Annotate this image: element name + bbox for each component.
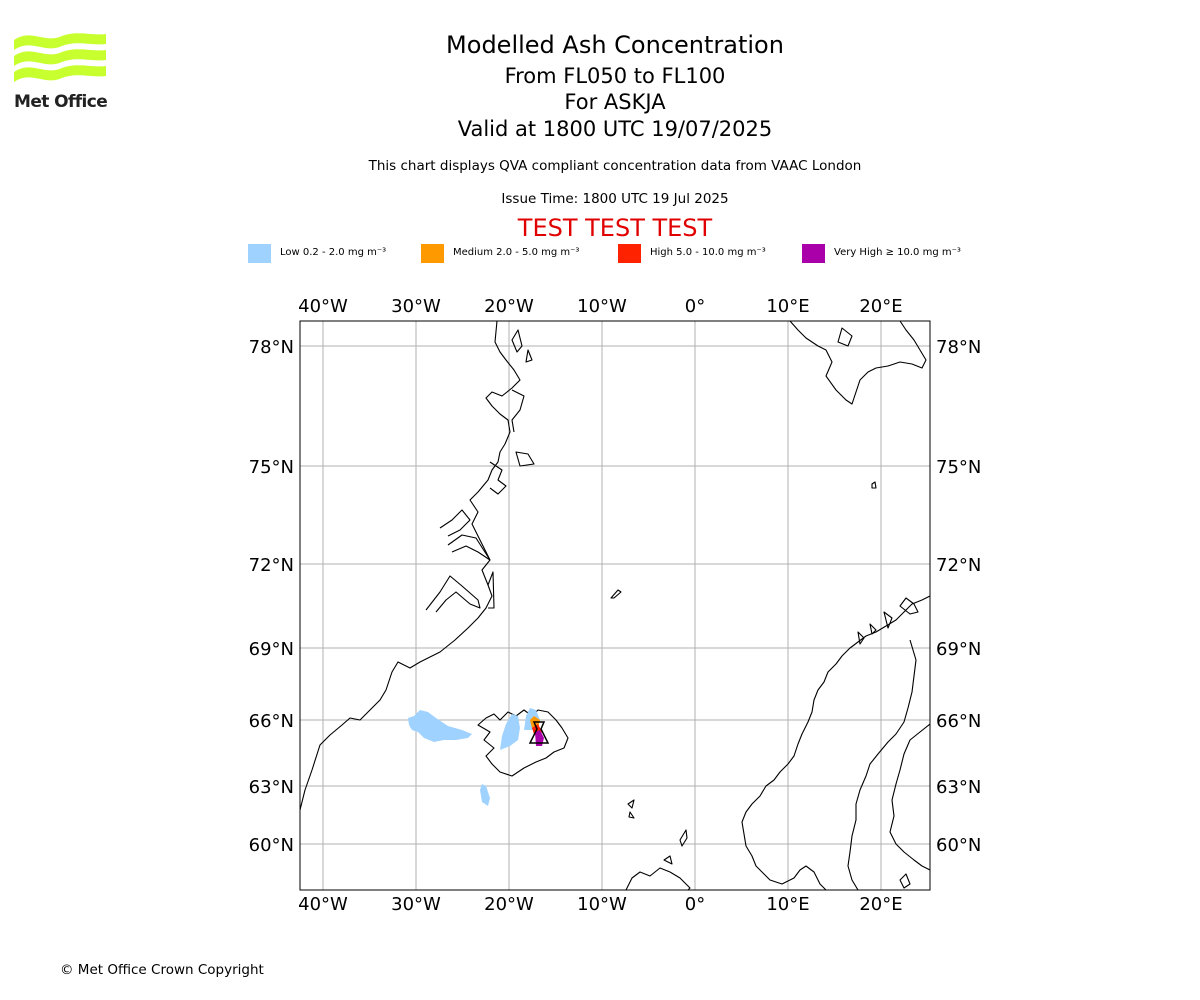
greenland-island-north-2 — [525, 349, 533, 363]
level-range: From FL050 to FL100 — [504, 64, 726, 88]
latitude-tick-label: 60°N — [936, 835, 981, 856]
norway-fjords — [857, 597, 919, 645]
longitude-tick-label: 10°W — [577, 894, 627, 915]
map-gridlines — [300, 321, 930, 890]
met-office-waves-icon — [14, 33, 106, 82]
latitude-tick-label: 66°N — [249, 711, 294, 732]
latitude-tick-label: 75°N — [936, 457, 981, 478]
ash-low-area-south — [480, 784, 490, 806]
longitude-tick-label: 20°W — [484, 894, 534, 915]
longitude-labels-bottom: 40°W 30°W 20°W 10°W 0° 10°E 20°E — [298, 894, 902, 915]
latitude-tick-label: 72°N — [936, 555, 981, 576]
latitude-labels-right: 78°N 75°N 72°N 69°N 66°N 63°N 60°N — [936, 337, 981, 856]
sweden-finland-coast — [889, 723, 930, 871]
copyright-notice: © Met Office Crown Copyright — [60, 962, 264, 978]
logo-text: Met Office — [14, 92, 108, 112]
latitude-tick-label: 66°N — [936, 711, 981, 732]
longitude-tick-label: 30°W — [391, 296, 441, 317]
coastlines — [300, 321, 930, 890]
volcano-name: For ASKJA — [564, 90, 666, 114]
ash-low-area-iceland — [500, 714, 520, 750]
svalbard-island — [871, 481, 877, 489]
svalbard-fjord — [837, 327, 853, 347]
test-banner: TEST TEST TEST — [517, 214, 713, 242]
longitude-tick-label: 20°W — [484, 296, 534, 317]
longitude-tick-label: 20°E — [859, 296, 902, 317]
longitude-tick-label: 10°E — [766, 296, 809, 317]
shetland — [679, 829, 688, 847]
met-office-logo: Met Office — [14, 30, 109, 112]
legend-swatch-medium — [421, 244, 444, 263]
latitude-tick-label: 72°N — [249, 555, 294, 576]
greenland-fjord-1 — [439, 509, 471, 537]
latitude-tick-label: 78°N — [249, 337, 294, 358]
legend-label-very-high: Very High ≥ 10.0 mg m⁻³ — [834, 247, 961, 258]
faroe-islands — [627, 799, 635, 819]
latitude-tick-label: 63°N — [936, 777, 981, 798]
map-frame — [299, 320, 931, 891]
latitude-labels-left: 78°N 75°N 72°N 69°N 66°N 63°N 60°N — [249, 337, 294, 856]
legend-swatch-very-high — [802, 244, 825, 263]
greenland-fjord-3 — [425, 575, 481, 613]
greenland-coast-detail-3 — [515, 451, 535, 467]
latitude-tick-label: 75°N — [249, 457, 294, 478]
baltic-islands — [899, 873, 911, 889]
longitude-labels-top: 40°W 30°W 20°W 10°W 0° 10°E 20°E — [298, 296, 902, 317]
jan-mayen — [610, 589, 622, 599]
greenland-fjord-2 — [447, 534, 491, 561]
svalbard-coast — [789, 321, 927, 405]
ash-concentration-areas — [408, 708, 544, 806]
valid-time: Valid at 1800 UTC 19/07/2025 — [457, 117, 773, 141]
longitude-tick-label: 10°E — [766, 894, 809, 915]
legend-label-medium: Medium 2.0 - 5.0 mg m⁻³ — [453, 247, 580, 258]
chart-description: This chart displays QVA compliant concen… — [368, 158, 862, 174]
greenland-coast-detail — [511, 389, 525, 433]
legend-swatch-low — [248, 244, 271, 263]
greenland-coast-inner — [487, 571, 495, 609]
legend-swatch-high — [618, 244, 641, 263]
chart-title: Modelled Ash Concentration — [446, 31, 784, 59]
longitude-tick-label: 30°W — [391, 894, 441, 915]
latitude-tick-label: 69°N — [249, 639, 294, 660]
orkney — [663, 855, 673, 865]
legend-label-low: Low 0.2 - 2.0 mg m⁻³ — [280, 247, 387, 258]
latitude-tick-label: 78°N — [936, 337, 981, 358]
ash-low-area-west — [408, 710, 472, 742]
legend-label-high: High 5.0 - 10.0 mg m⁻³ — [650, 247, 766, 258]
longitude-tick-label: 20°E — [859, 894, 902, 915]
scotland-north — [625, 867, 691, 890]
greenland-coast-detail-2 — [489, 461, 507, 495]
volcano-source-icon — [528, 721, 550, 744]
norway-coast — [741, 595, 930, 890]
longitude-tick-label: 10°W — [577, 296, 627, 317]
ash-very-high-area — [535, 730, 544, 746]
longitude-tick-label: 0° — [685, 894, 705, 915]
latitude-tick-label: 69°N — [936, 639, 981, 660]
greenland-island-north — [511, 329, 523, 353]
longitude-tick-label: 40°W — [298, 894, 348, 915]
longitude-tick-label: 40°W — [298, 296, 348, 317]
latitude-tick-label: 63°N — [249, 777, 294, 798]
iceland-coast — [477, 709, 569, 777]
longitude-tick-label: 0° — [685, 296, 705, 317]
issue-time: Issue Time: 1800 UTC 19 Jul 2025 — [501, 191, 729, 207]
scandinavia-inland — [847, 639, 917, 890]
greenland-coast — [300, 321, 521, 811]
latitude-tick-label: 60°N — [249, 835, 294, 856]
